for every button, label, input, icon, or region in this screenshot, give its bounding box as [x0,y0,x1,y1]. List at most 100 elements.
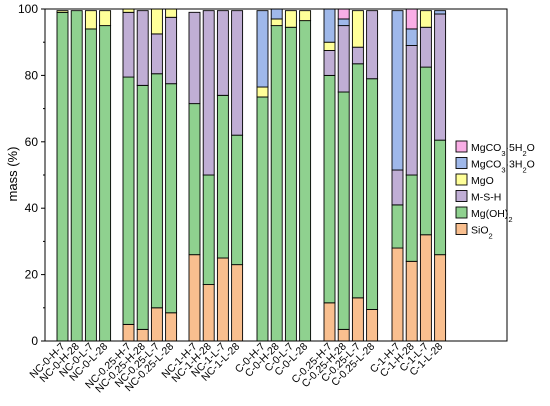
bar-segment-sio2 [216,257,229,342]
legend-item: M-S-H [455,190,501,204]
bar-stack [299,10,312,342]
bar-segment-mg-oh-2 [216,94,229,259]
bar-stack [136,10,149,342]
bar-segment-mgco3-5h2o [337,8,350,20]
bar-segment-m-s-h [391,169,404,206]
bar-segment-mg-oh-2 [434,139,447,256]
legend-label: Mg(OH)2 [471,208,513,224]
bar-segment-mg-oh-2 [122,76,135,325]
bar-segment-sio2 [434,254,447,342]
bar-segment-sio2 [337,328,350,342]
y-tick-label: 40 [25,201,39,215]
bar-segment-sio2 [165,312,178,342]
bar-segment-mgco3-3h2o [391,10,404,171]
bar-segment-mg-oh-2 [99,25,112,342]
bar-stack [284,10,297,342]
legend-label: MgO [471,175,494,187]
bar-segment-mg-oh-2 [136,84,149,330]
bar-segment-mgco3-3h2o [323,8,336,43]
bar-segment-m-s-h [122,11,135,78]
bar-segment-mgo [299,10,312,22]
bar-segment-mgo [99,10,112,27]
y-tick-label: 80 [25,68,39,82]
y-tick-label: 60 [25,135,39,149]
bar-segment-m-s-h [216,10,229,96]
bar-stack [270,8,283,342]
legend-swatch [455,140,468,153]
bar-stack [165,8,178,342]
bar-segment-m-s-h [366,10,379,80]
bar-segment-mg-oh-2 [188,103,201,256]
bar-stack [150,8,163,342]
bar-segment-m-s-h [419,26,432,68]
axes-layer: 0 20 40 60 80 100 [18,2,508,348]
bar-segment-mgco3-5h2o [405,8,418,30]
bar-segment-mg-oh-2 [284,26,297,342]
bar-segment-m-s-h [405,45,418,176]
legend-item: SiO2 [455,223,493,241]
bar-segment-sio2 [231,264,244,342]
bar-stack [419,10,432,342]
bar-segment-mg-oh-2 [202,174,215,286]
bar-stack [391,10,404,342]
bar-stack [351,10,364,342]
bar-segment-sio2 [391,247,404,342]
legend-swatch [455,223,468,235]
bar-stack [366,10,379,342]
bar-segment-sio2 [351,297,364,342]
legend-label: SiO2 [471,225,493,241]
bar-segment-mgo [256,86,269,98]
bar-segment-m-s-h [351,46,364,65]
bar-segment-mgo [270,18,283,27]
bar-segment-m-s-h [188,11,201,105]
bar-segment-m-s-h [165,16,178,85]
bar-segment-mgo [84,10,97,30]
y-axis-label: mass (%) [5,147,20,202]
y-tick-label: 20 [25,268,39,282]
bar-segment-mgo [56,10,69,13]
bar-segment-mgco3-3h2o [405,28,418,46]
bar-stack [56,10,69,342]
bar-segment-m-s-h [323,50,336,76]
bar-segment-sio2 [405,260,418,342]
y-tick-label: 0 [31,334,38,348]
bar-segment-mg-oh-2 [337,91,350,330]
bar-segment-mg-oh-2 [419,66,432,236]
bar-segment-mgo [165,8,178,18]
bar-segment-mgo [351,10,364,48]
bar-segment-mg-oh-2 [366,78,379,310]
bar-segment-m-s-h [434,13,447,141]
bar-segment-sio2 [323,302,336,342]
bar-segment-mg-oh-2 [231,134,244,266]
bar-segment-mg-oh-2 [270,25,283,342]
bar-segment-mg-oh-2 [256,96,269,342]
bar-segment-mgo [323,41,336,51]
bar-segment-mg-oh-2 [391,204,404,249]
bar-segment-mg-oh-2 [165,83,178,314]
bar-segment-m-s-h [136,10,149,86]
bar-stack [70,10,83,342]
bar-segment-mgo [419,10,432,28]
bar-segment-mg-oh-2 [405,174,418,262]
bar-stack [99,10,112,342]
legend-swatch [455,206,468,219]
bar-segment-mgo [284,10,297,28]
legend-swatch [455,173,468,186]
bar-segment-mgco3-3h2o [256,10,269,88]
bar-segment-mg-oh-2 [70,10,83,342]
bar-segment-mg-oh-2 [323,74,336,304]
bar-segment-m-s-h [202,10,215,176]
bar-segment-sio2 [366,309,379,342]
legend-item: MgCO3·3H2O [455,157,535,175]
bar-segment-sio2 [122,323,135,342]
legend-swatch [455,190,468,202]
bar-segment-m-s-h [337,25,350,93]
legend-label: MgCO3·3H2O [471,159,535,175]
bar-segment-mg-oh-2 [56,11,69,342]
bars-layer [56,8,447,342]
bar-segment-m-s-h [150,33,163,75]
bar-segment-mg-oh-2 [351,63,364,299]
legend-item: MgO [455,173,494,187]
bar-segment-mgo [150,8,163,35]
